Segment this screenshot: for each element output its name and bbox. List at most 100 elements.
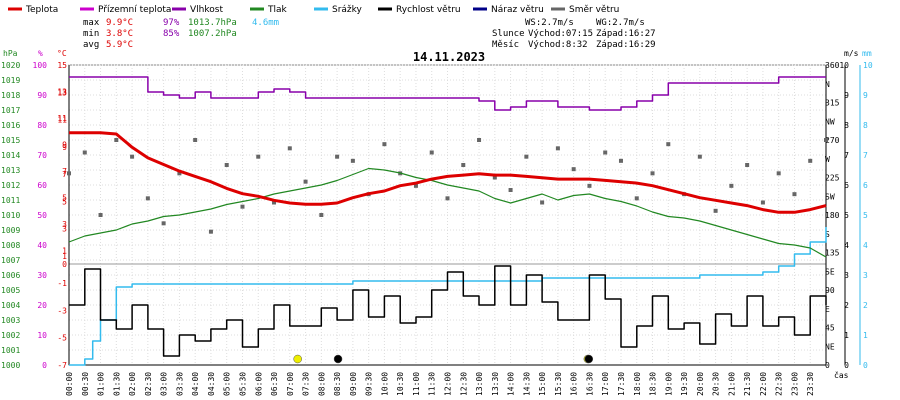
wind-direction-point xyxy=(461,163,466,167)
x-tick-label: 23:00 xyxy=(790,372,799,396)
wind-direction-point xyxy=(413,183,418,188)
x-tick-label: 22:30 xyxy=(775,372,784,396)
temp-upper-tick: 13 xyxy=(57,88,67,97)
wind-direction-point xyxy=(350,158,355,163)
series-line-rychlost-v-tru xyxy=(69,265,827,357)
humidity-tick: 100 xyxy=(33,61,48,70)
humidity-tick: 10 xyxy=(37,331,47,340)
chart-title: 14.11.2023 xyxy=(413,50,485,64)
pressure-tick: 1012 xyxy=(1,181,20,190)
direction-tick: 225 xyxy=(825,174,840,183)
wind-tick: 2 xyxy=(844,301,849,310)
stat-min-press: 1007.2hPa xyxy=(188,29,237,39)
stat-avg-label: avg xyxy=(83,40,99,50)
direction-tick: 135 xyxy=(825,249,840,258)
humidity-tick: 0 xyxy=(42,361,47,370)
wind-direction-point xyxy=(492,175,497,180)
x-tick-label: 13:30 xyxy=(491,372,500,396)
wind-direction-point xyxy=(508,188,513,192)
stat-max-press: 1013.7hPa xyxy=(188,18,237,28)
wind-direction-point xyxy=(145,196,150,201)
temp-upper-tick: 7 xyxy=(62,167,67,176)
temp-tick: 1 xyxy=(62,252,67,261)
x-tick-label: 23:30 xyxy=(806,372,815,396)
wind-direction-point xyxy=(618,158,623,163)
humidity-tick: 70 xyxy=(37,151,47,160)
direction-tick: 180 xyxy=(825,211,840,220)
wind-direction-point xyxy=(161,221,166,226)
stat-avg-temp: 5.9°C xyxy=(106,40,133,50)
wind-direction-point xyxy=(603,150,608,155)
wind-direction-point xyxy=(808,158,813,163)
direction-tick: W xyxy=(825,155,830,164)
x-tick-label: 14:00 xyxy=(507,372,516,396)
wind-direction-point xyxy=(256,154,261,159)
wind-direction-point xyxy=(571,167,576,172)
wind-direction-point xyxy=(382,142,387,147)
x-tick-label: 12:00 xyxy=(444,372,453,396)
rain-tick: 2 xyxy=(863,301,868,310)
humidity-tick: 80 xyxy=(37,121,47,130)
x-tick-label: 02:30 xyxy=(144,372,153,396)
x-tick-label: 04:30 xyxy=(207,372,216,396)
wind-direction-point xyxy=(666,142,671,147)
direction-tick: NE xyxy=(825,342,835,351)
pressure-tick: 1014 xyxy=(1,151,20,160)
wind-unit: m/s xyxy=(844,49,859,58)
wind-tick: 7 xyxy=(844,151,849,160)
stat-min-label: min xyxy=(83,29,99,39)
wind-tick: 8 xyxy=(844,121,849,130)
stat-min-hum: 85% xyxy=(163,29,180,39)
wind-direction-point xyxy=(729,183,734,188)
wind-direction-point xyxy=(792,192,797,197)
wind-direction-point xyxy=(587,183,592,188)
wind-direction-point xyxy=(555,146,560,151)
x-axis-label: čas xyxy=(834,370,849,380)
wind-tick: 10 xyxy=(839,61,849,70)
stat-max-hum: 97% xyxy=(163,18,180,28)
wind-direction-point xyxy=(745,163,750,167)
pressure-tick: 1008 xyxy=(1,241,20,250)
x-tick-label: 00:00 xyxy=(65,372,74,396)
x-tick-label: 06:00 xyxy=(254,372,263,396)
direction-tick: 90 xyxy=(825,286,835,295)
series-line-vlhkost xyxy=(69,76,826,111)
pressure-tick: 1007 xyxy=(1,256,20,265)
x-tick-label: 15:00 xyxy=(538,372,547,396)
x-tick-label: 16:30 xyxy=(585,372,594,396)
wind-direction-point xyxy=(224,163,229,167)
humidity-tick: 40 xyxy=(37,241,47,250)
temp-unit: °C xyxy=(57,49,67,58)
x-tick-label: 08:30 xyxy=(333,372,342,396)
pressure-tick: 1009 xyxy=(1,226,20,235)
pressure-tick: 1002 xyxy=(1,331,20,340)
pressure-tick: 1015 xyxy=(1,136,20,145)
legend-label: Přízemní teplota xyxy=(98,5,171,15)
direction-tick: 0 xyxy=(825,361,830,370)
temp-tick: 15 xyxy=(57,61,67,70)
rain-tick: 9 xyxy=(863,91,868,100)
wind-direction-point xyxy=(208,229,213,234)
pressure-tick: 1011 xyxy=(1,196,20,205)
legend-label: Náraz větru xyxy=(491,5,544,15)
temp-tick: -1 xyxy=(57,279,67,288)
x-tick-label: 09:30 xyxy=(365,372,374,396)
direction-tick: SW xyxy=(825,192,835,201)
wind-direction-point xyxy=(193,138,198,142)
x-tick-label: 05:30 xyxy=(238,372,247,396)
wind-direction-point xyxy=(824,138,828,142)
x-tick-label: 04:00 xyxy=(191,372,200,396)
direction-tick: 270 xyxy=(825,136,840,145)
wind-direction-point xyxy=(130,154,135,159)
x-tick-label: 05:00 xyxy=(223,372,232,396)
direction-tick: SE xyxy=(825,267,835,276)
x-tick-label: 15:30 xyxy=(554,372,563,396)
chart-grid xyxy=(68,64,827,366)
wind-direction-point xyxy=(114,138,119,142)
info-ws: WS:2.7m/s xyxy=(525,18,574,28)
wind-direction-point xyxy=(445,196,450,201)
wind-tick: 0 xyxy=(844,361,849,370)
rain-tick: 0 xyxy=(863,361,868,370)
marker-moonrise xyxy=(333,354,343,364)
wind-tick: 6 xyxy=(844,181,849,190)
